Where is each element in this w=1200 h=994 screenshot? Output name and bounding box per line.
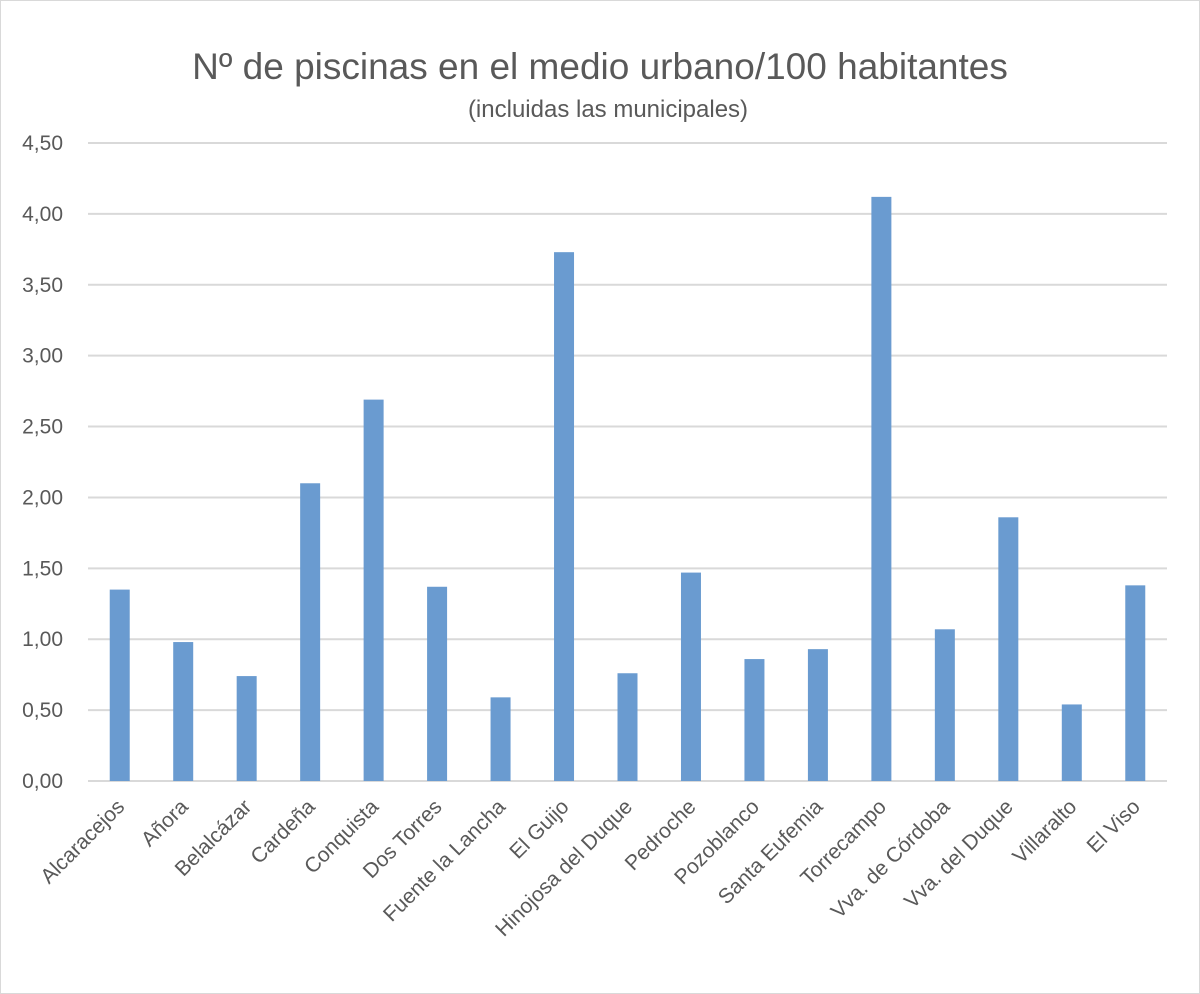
x-axis-labels: Alcaracejos AñoraBelalcázarCardeñaConquis… — [36, 795, 1145, 941]
y-tick-label: 0,50 — [22, 699, 63, 722]
bar — [109, 589, 130, 781]
bar — [934, 629, 955, 781]
bars — [109, 196, 1146, 781]
y-tick-label: 3,50 — [22, 274, 63, 297]
bar — [554, 252, 575, 781]
gridlines — [88, 142, 1167, 782]
chart-subtitle: (incluidas las municipales) — [467, 96, 749, 123]
bar — [744, 659, 765, 781]
bar — [173, 642, 194, 781]
y-tick-label: 0,00 — [22, 770, 63, 793]
y-tick-label: 3,00 — [22, 345, 63, 368]
bar — [490, 697, 511, 781]
x-tick-label: Vva. de Córdoba — [827, 795, 955, 923]
bar — [427, 586, 448, 781]
bar — [617, 673, 638, 781]
x-tick-label: Alcaracejos — [36, 795, 129, 888]
x-tick-label: Añora — [137, 795, 193, 851]
bar — [807, 649, 828, 781]
bar — [300, 483, 321, 781]
x-tick-label: Fuente la Lancha — [379, 795, 510, 926]
y-tick-label: 1,50 — [22, 557, 63, 580]
y-tick-label: 2,00 — [22, 486, 63, 509]
bar — [680, 572, 701, 781]
bar — [871, 196, 892, 781]
bar — [363, 399, 384, 781]
y-tick-label: 2,50 — [22, 416, 63, 439]
y-tick-label: 4,50 — [22, 132, 63, 155]
y-tick-label: 1,00 — [22, 628, 63, 651]
bar — [236, 676, 257, 781]
bar — [1125, 585, 1146, 781]
x-tick-label: Vva. del Duque — [900, 795, 1018, 913]
x-tick-label: El Viso — [1083, 795, 1145, 857]
x-tick-label: Villaralto — [1008, 795, 1081, 868]
y-tick-label: 4,00 — [22, 203, 63, 226]
y-axis-ticks: 0,00 0,50 1,00 1,50 2,00 2,50 3,00 3,50 4,00 4,50 — [22, 132, 63, 793]
bar — [1061, 704, 1082, 781]
bar — [998, 517, 1019, 781]
chart-title: Nº de piscinas en el medio urbano/100 ha… — [192, 46, 1008, 87]
